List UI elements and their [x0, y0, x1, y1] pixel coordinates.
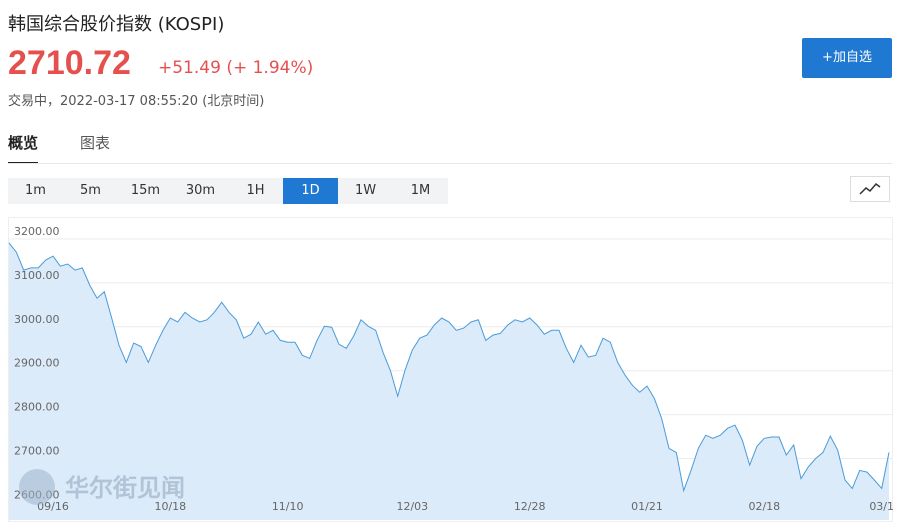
price: 2710.72 [8, 44, 131, 82]
chart-frame [8, 217, 893, 522]
tab[interactable]: 图表 [80, 134, 111, 152]
y-tick-label: 3200.00 [14, 225, 60, 238]
watermark: 华尔街见闻 [19, 469, 185, 505]
watch-button[interactable]: +加自选 [802, 38, 892, 78]
interval-button[interactable]: 5m [80, 183, 101, 198]
watermark-logo [19, 469, 55, 505]
y-tick-label: 3100.00 [14, 269, 60, 282]
y-tick-label: 2800.00 [14, 401, 60, 414]
x-tick-label: 09/16 [37, 500, 69, 513]
x-tick-label: 03/1 [869, 500, 894, 513]
x-tick-label: 02/18 [748, 500, 780, 513]
y-tick-label: 2900.00 [14, 357, 60, 370]
divider [8, 163, 892, 164]
interval-button[interactable]: 1W [354, 183, 377, 198]
interval-button[interactable]: 30m [185, 183, 216, 198]
price-change: +51.49 (+ 1.94%) [158, 58, 314, 78]
interval-button[interactable]: 1H [246, 183, 265, 198]
index-title: 韩国综合股价指数 (KOSPI) [8, 14, 225, 35]
interval-bar: 1m 5m 15m 30m 1H 1D 1W 1M [8, 178, 448, 204]
x-tick-label: 12/03 [396, 500, 428, 513]
watermark-text: 华尔街见闻 [65, 474, 185, 502]
price-line [8, 242, 890, 493]
chart-type-toggle[interactable] [850, 176, 890, 202]
x-tick-label: 11/10 [272, 500, 304, 513]
x-tick-label: 12/28 [514, 500, 546, 513]
interval-button[interactable]: 15m [130, 183, 161, 198]
y-tick-label: 2700.00 [14, 445, 60, 458]
x-tick-label: 10/18 [154, 500, 186, 513]
x-tick-label: 01/21 [631, 500, 663, 513]
trading-status: 交易中，2022-03-17 08:55:20 (北京时间) [8, 94, 265, 109]
y-tick-label: 3000.00 [14, 313, 60, 326]
toggle-icon [859, 182, 881, 195]
interval-button[interactable]: 1m [25, 183, 46, 198]
interval-button[interactable]: 1M [410, 183, 431, 198]
interval-button[interactable]: 1D [283, 178, 338, 204]
area-fill [9, 242, 889, 520]
